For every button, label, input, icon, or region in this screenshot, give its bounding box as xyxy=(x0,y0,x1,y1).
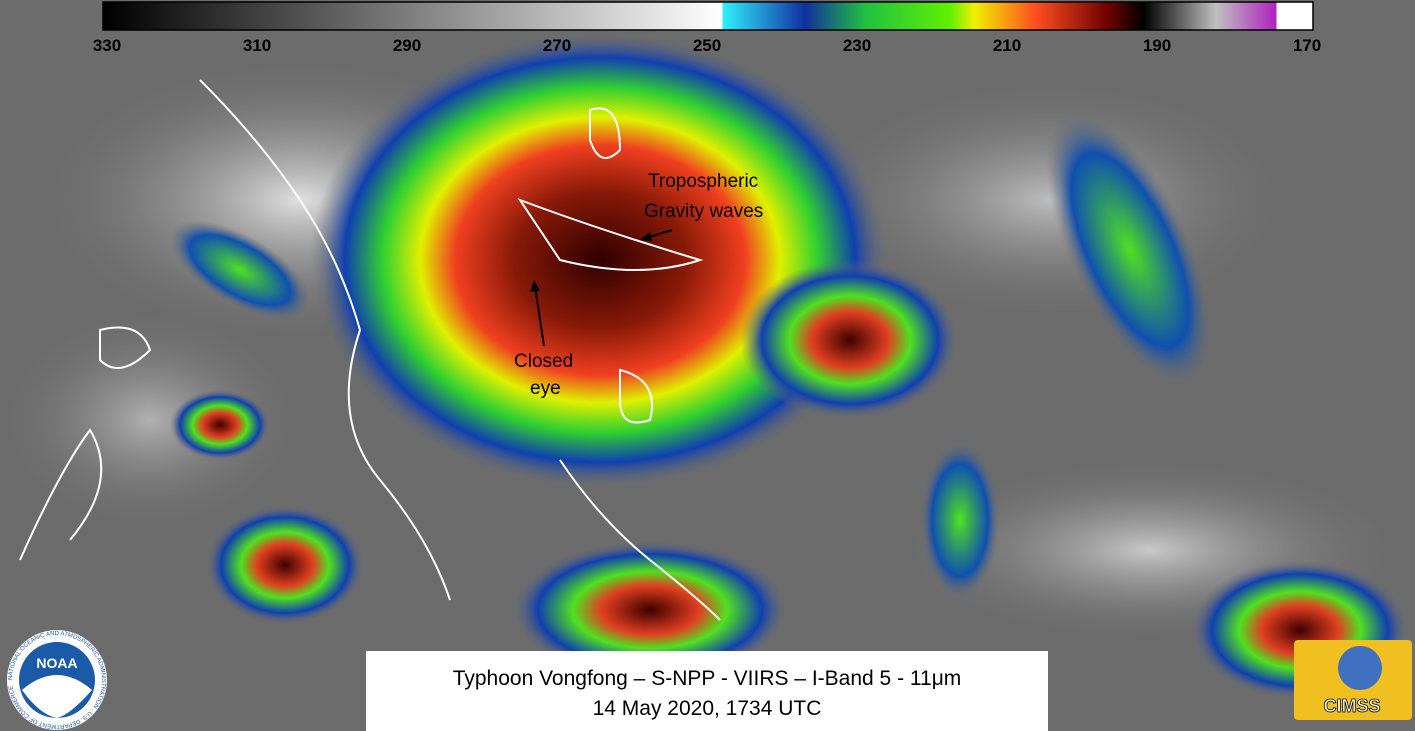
caption-box xyxy=(366,651,1048,731)
clouds xyxy=(0,30,1410,700)
annotation-text: eye xyxy=(530,378,561,399)
cimss-logo: CIMSS xyxy=(1294,640,1412,720)
annotation-text: Closed xyxy=(514,351,573,372)
logo-text: CIMSS xyxy=(1323,696,1380,716)
annotation-eye: Closed eye xyxy=(514,280,573,399)
annotation-text: Tropospheric xyxy=(648,171,758,192)
colorbar-tick-label: 290 xyxy=(393,36,421,55)
colorbar xyxy=(102,1,1314,31)
colorbar-tick-label: 210 xyxy=(993,36,1021,55)
colorbar-tick-label: 310 xyxy=(243,36,271,55)
arrow-head xyxy=(640,232,652,241)
colorbar-tick-label: 190 xyxy=(1143,36,1171,55)
colorbar-ticks: 330 310 290 270 250 230 210 190 170 xyxy=(93,36,1321,55)
noaa-logo: NOAA NATIONAL OCEANIC AND ATMOSPHERIC AD… xyxy=(7,630,107,730)
arrow-head xyxy=(530,280,540,292)
logo-text: NOAA xyxy=(36,655,77,671)
colorbar-tick-label: 250 xyxy=(693,36,721,55)
caption-line: 14 May 2020, 1734 UTC xyxy=(593,697,822,720)
arrow xyxy=(534,285,545,347)
colorbar-tick-label: 170 xyxy=(1293,36,1321,55)
colorbar-tick-label: 330 xyxy=(93,36,121,55)
colorbar-tick-label: 230 xyxy=(843,36,871,55)
caption-line: Typhoon Vongfong – S-NPP - VIIRS – I-Ban… xyxy=(453,667,962,690)
coastlines xyxy=(19,79,721,621)
annotation-gravity-waves: Tropospheric Gravity waves xyxy=(640,171,763,241)
annotation-text: Gravity waves xyxy=(644,201,763,222)
colorbar-tick-label: 270 xyxy=(543,36,571,55)
